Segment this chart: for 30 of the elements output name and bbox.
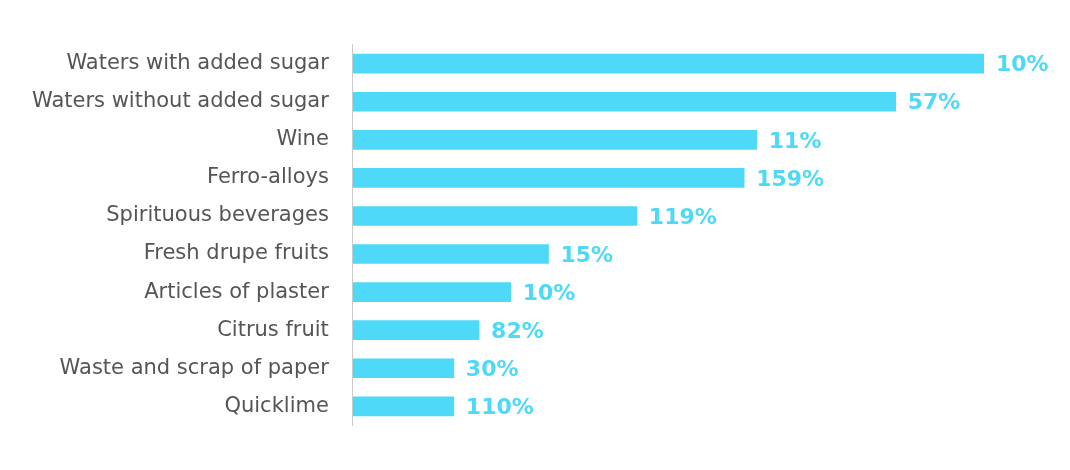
annotation: 10% xyxy=(522,279,576,305)
y-tick-label: Ferro-alloys xyxy=(206,164,329,189)
bar xyxy=(352,320,480,341)
annotation: 10% xyxy=(996,51,1049,77)
bar xyxy=(352,129,758,150)
annotation: 30% xyxy=(465,356,519,381)
y-tick-label: Waste and scrap of paper xyxy=(59,354,330,379)
bar xyxy=(352,168,745,188)
annotation: 119% xyxy=(648,203,717,229)
bar xyxy=(352,206,638,226)
annotation: 159% xyxy=(756,165,825,191)
y-tick-label: Waters with added sugar xyxy=(66,50,330,75)
annotation: 15% xyxy=(560,241,614,267)
bar xyxy=(352,282,511,302)
y-tick-label: Wine xyxy=(276,126,329,151)
y-tick-label: Quicklime xyxy=(224,392,329,417)
annotation: 11% xyxy=(768,127,822,153)
y-tick-label: Fresh drupe fruits xyxy=(143,240,329,265)
bar xyxy=(352,244,549,264)
y-tick-label: Spirituous beverages xyxy=(106,202,329,227)
bar xyxy=(352,53,984,74)
annotation: 57% xyxy=(907,89,961,115)
y-tick-label: Waters without added sugar xyxy=(31,88,330,113)
y-tick-label: Citrus fruit xyxy=(217,316,329,341)
annotation: 82% xyxy=(491,317,544,343)
y-tick-label: Articles of plaster xyxy=(144,278,330,303)
bar xyxy=(352,91,896,112)
bar xyxy=(352,396,455,417)
bar xyxy=(352,358,455,379)
annotation: 110% xyxy=(465,394,534,420)
